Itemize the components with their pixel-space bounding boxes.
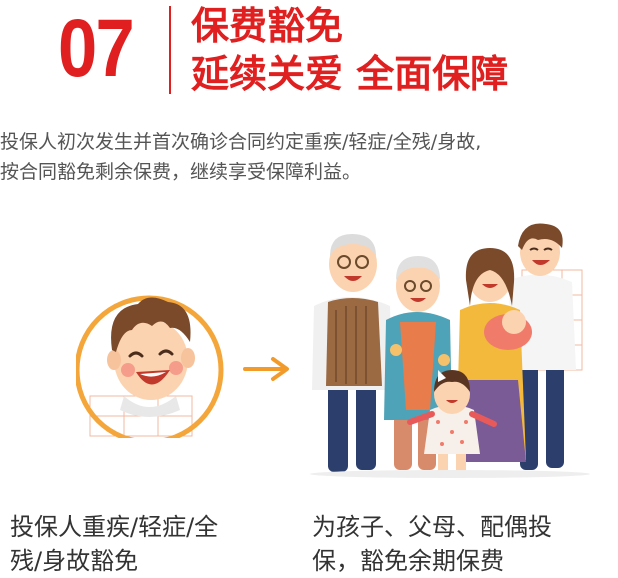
girl-figure: [407, 370, 497, 472]
section-number: 07: [58, 3, 135, 94]
description-line-2: 按合同豁免剩余保费，继续享受保障利益。: [0, 161, 362, 183]
caption-policyholder: 投保人重疾/轻症/全 残/身故豁免: [10, 510, 218, 578]
caption-left-line-2: 残/身故豁免: [10, 547, 139, 575]
header-divider: [169, 6, 171, 94]
title-line-2: 延续关爱 全面保障: [191, 52, 509, 96]
caption-right-line-1: 为孩子、父母、配偶投: [312, 513, 552, 541]
policyholder-illustration: [76, 295, 224, 438]
description-line-1: 投保人初次发生并首次确诊合同约定重疾/轻症/全残/身故,: [0, 131, 482, 153]
title-line-1: 保费豁免: [191, 4, 344, 48]
caption-family: 为孩子、父母、配偶投 保，豁免余期保费: [312, 510, 552, 578]
grandfather-figure: [312, 234, 392, 472]
header: 07 保费豁免 延续关爱 全面保障: [0, 0, 618, 100]
father-figure: [508, 223, 576, 470]
caption-left-line-1: 投保人重疾/轻症/全: [10, 513, 219, 541]
caption-right-line-2: 保，豁免余期保费: [312, 547, 504, 575]
description: 投保人初次发生并首次确诊合同约定重疾/轻症/全残/身故, 按合同豁免剩余保费，继…: [0, 127, 618, 187]
right-arrow-icon: [243, 357, 289, 381]
family-illustration: [310, 223, 590, 478]
